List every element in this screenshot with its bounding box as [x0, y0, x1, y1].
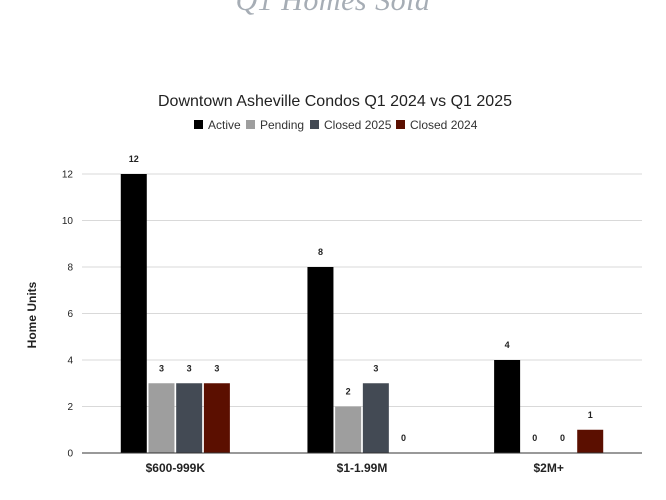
- bar-2-0: [494, 360, 521, 453]
- y-tick-label-1: 2: [67, 402, 73, 413]
- legend-swatch-0: [194, 120, 203, 129]
- page-heading: Q1 Homes Sold: [235, 0, 431, 17]
- data-label-1-1: 2: [346, 387, 351, 397]
- data-label-1-2: 3: [373, 363, 378, 373]
- y-axis-label: Home Units: [25, 281, 39, 348]
- bar-0-1: [148, 383, 175, 453]
- data-label-2-0: 4: [505, 340, 510, 350]
- chart-legend: Active Pending Closed 2025 Closed 2024: [194, 118, 478, 132]
- bar-0-0: [120, 174, 147, 453]
- y-axis-ticks: 0 2 4 6 8 10 12: [62, 170, 74, 460]
- data-label-1-0: 8: [318, 247, 323, 257]
- bar-2-3: [577, 429, 604, 453]
- legend-swatch-3: [396, 120, 405, 129]
- legend-label-3: Closed 2024: [410, 118, 478, 132]
- y-tick-label-5: 10: [62, 216, 74, 227]
- data-label-1-3: 0: [401, 433, 406, 443]
- data-label-0-3: 3: [214, 363, 219, 373]
- data-label-0-1: 3: [159, 363, 164, 373]
- data-label-0-0: 12: [129, 154, 139, 164]
- chart-title: Downtown Asheville Condos Q1 2024 vs Q1 …: [158, 93, 512, 110]
- legend-label-1: Pending: [260, 118, 304, 132]
- y-tick-label-2: 4: [67, 356, 73, 367]
- legend-swatch-1: [246, 120, 255, 129]
- bar-1-1: [335, 406, 362, 453]
- data-label-2-1: 0: [532, 433, 537, 443]
- y-tick-label-6: 12: [62, 170, 74, 181]
- category-label-1: $1-1.99M: [337, 461, 388, 475]
- legend-label-0: Active: [208, 118, 241, 132]
- data-label-2-2: 0: [560, 433, 565, 443]
- y-tick-label-4: 8: [67, 263, 73, 274]
- data-labels: 12 3 3 3 8 2 3 0 4 0 0 1: [129, 154, 593, 443]
- data-label-2-3: 1: [588, 410, 593, 420]
- chart-grid: [82, 173, 642, 407]
- category-label-0: $600-999K: [146, 461, 206, 475]
- y-tick-label-0: 0: [67, 449, 73, 460]
- x-axis-categories: $600-999K $1-1.99M $2M+: [146, 461, 564, 475]
- bar-0-3: [203, 383, 230, 453]
- chart-bars: [120, 174, 604, 453]
- bar-1-2: [362, 383, 389, 453]
- legend-label-2: Closed 2025: [324, 118, 392, 132]
- data-label-0-2: 3: [187, 363, 192, 373]
- bar-1-0: [307, 267, 334, 453]
- legend-swatch-2: [310, 120, 319, 129]
- category-label-2: $2M+: [533, 461, 563, 475]
- y-tick-label-3: 6: [67, 309, 73, 320]
- bar-0-2: [176, 383, 203, 453]
